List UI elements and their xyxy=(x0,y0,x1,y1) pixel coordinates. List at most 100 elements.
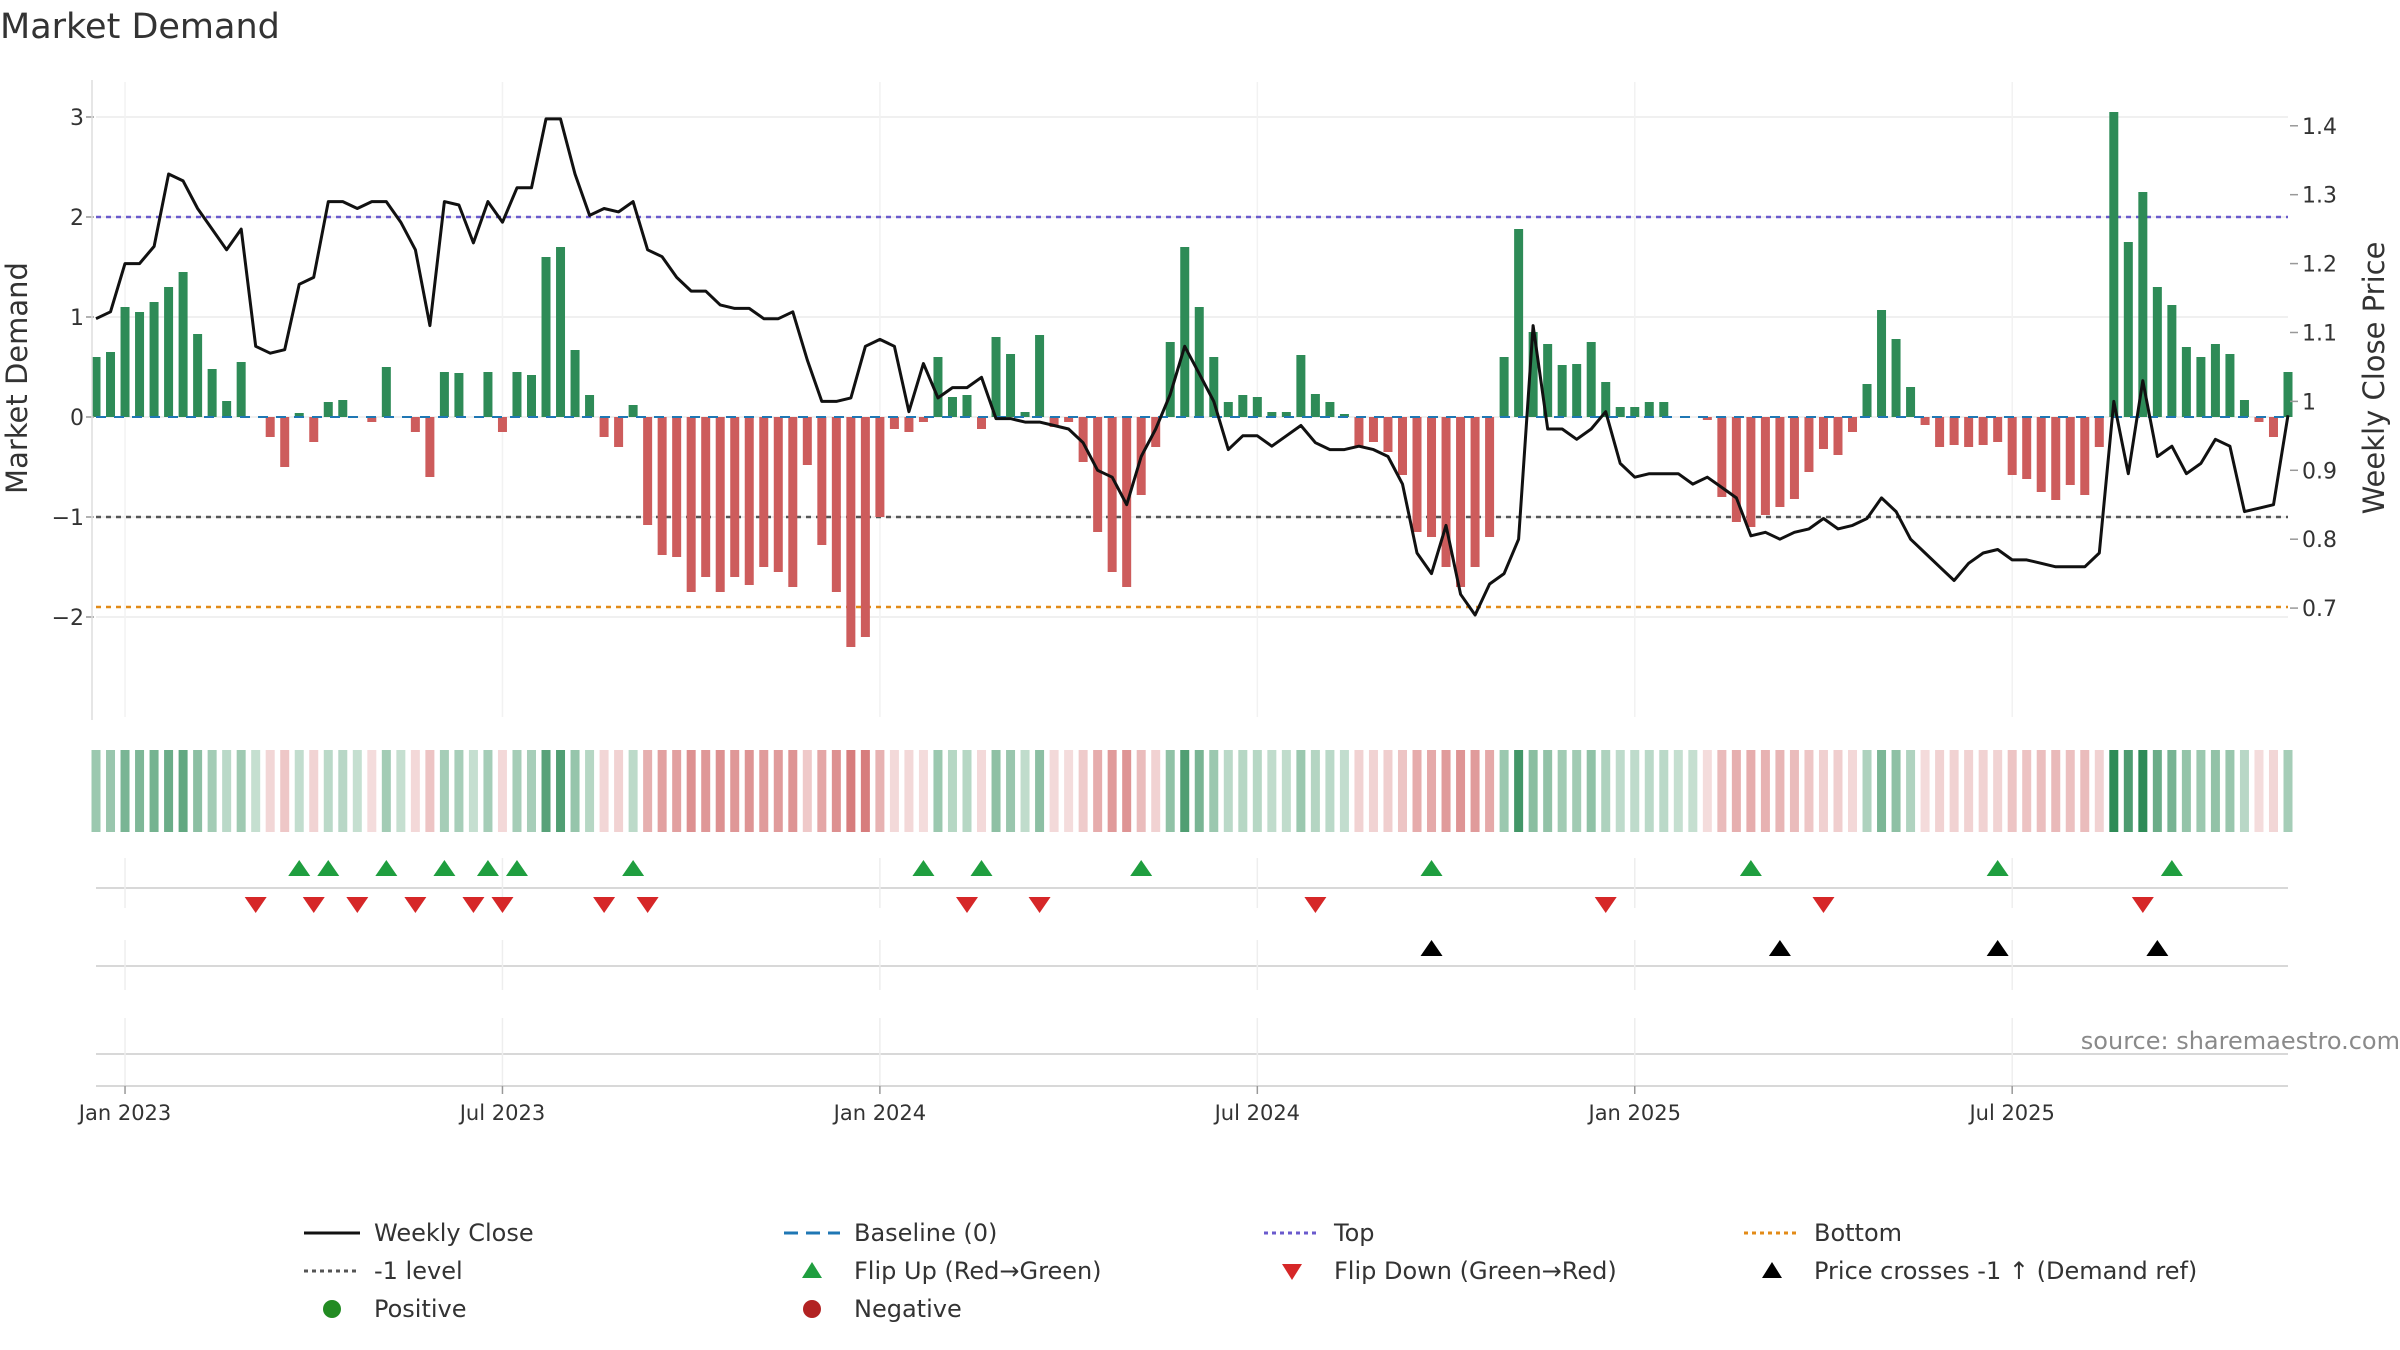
demand-bar xyxy=(164,287,174,417)
legend-symbol-dotted xyxy=(1264,1231,1320,1235)
heat-cell xyxy=(1949,750,1959,832)
heat-cell xyxy=(178,750,188,832)
x-tick-label: Jul 2023 xyxy=(458,1101,545,1125)
flip-down-marker xyxy=(1594,897,1617,913)
heat-cell xyxy=(1818,750,1828,832)
legend-item-weekly-close: Weekly Close xyxy=(300,1216,534,1250)
heat-cell xyxy=(686,750,696,832)
demand-bar xyxy=(599,417,609,437)
demand-bar xyxy=(367,417,377,422)
demand-bar xyxy=(1107,417,1117,572)
heat-cell xyxy=(396,750,406,832)
heat-cell xyxy=(1006,750,1016,832)
heat-cell xyxy=(1427,750,1437,832)
heat-cell xyxy=(1035,750,1045,832)
heat-cell xyxy=(1456,750,1466,832)
demand-bar xyxy=(2007,417,2017,475)
demand-bar xyxy=(1789,417,1799,499)
heat-cell xyxy=(1848,750,1858,832)
demand-bar xyxy=(2022,417,2032,479)
demand-bar xyxy=(817,417,827,545)
demand-bar xyxy=(1659,402,1669,417)
demand-bar xyxy=(2239,400,2249,417)
y2-tick-label: 0.7 xyxy=(2302,597,2337,622)
heat-cell xyxy=(1397,750,1407,832)
heat-cell xyxy=(788,750,798,832)
demand-bar xyxy=(1485,417,1495,537)
demand-bar xyxy=(1891,339,1901,417)
demand-bar xyxy=(860,417,870,637)
empty-lower-panel xyxy=(96,1018,2288,1086)
heat-cell xyxy=(1325,750,1335,832)
heat-cell xyxy=(541,750,551,832)
demand-bar xyxy=(381,367,391,417)
heat-cell xyxy=(1093,750,1103,832)
demand-bar xyxy=(1978,417,1988,445)
price-cross-marker xyxy=(1768,940,1791,956)
weekly-close-line xyxy=(95,117,2290,617)
demand-bar xyxy=(149,302,159,417)
heat-cell xyxy=(1615,750,1625,832)
demand-bar xyxy=(2196,357,2206,417)
demand-bar xyxy=(280,417,290,467)
heat-cell xyxy=(1078,750,1088,832)
demand-bar xyxy=(410,417,420,432)
y-tick-label: 0 xyxy=(70,406,84,431)
flip-down-marker xyxy=(1812,897,1835,913)
heat-cell xyxy=(1223,750,1233,832)
heat-cell xyxy=(1499,750,1509,832)
flip-down-marker xyxy=(1028,897,1051,913)
heat-cell xyxy=(1586,750,1596,832)
heat-cell xyxy=(468,750,478,832)
heat-cell xyxy=(802,750,812,832)
heat-cell xyxy=(773,750,783,832)
heat-cell xyxy=(1746,750,1756,832)
demand-bar xyxy=(1760,417,1770,515)
y2-tick-label: 1 xyxy=(2302,390,2316,415)
demand-bar xyxy=(1354,417,1364,447)
demand-bar xyxy=(1731,417,1741,522)
heat-cell xyxy=(1252,750,1262,832)
heat-cell xyxy=(991,750,1001,832)
heat-cell xyxy=(889,750,899,832)
heat-cell xyxy=(1136,750,1146,832)
heat-cell xyxy=(1978,750,1988,832)
flip-down-marker xyxy=(404,897,427,913)
demand-bar xyxy=(1833,417,1843,455)
flip-down-marker xyxy=(593,897,616,913)
demand-bar xyxy=(1339,414,1349,417)
heat-cell xyxy=(352,750,362,832)
demand-bar xyxy=(1804,417,1814,472)
legend-item-bottom: Bottom xyxy=(1740,1216,1902,1250)
demand-bar xyxy=(294,413,304,417)
demand-heat-strip xyxy=(91,750,2293,832)
y-axis-label: Market Demand xyxy=(0,262,34,494)
heat-cell xyxy=(1441,750,1451,832)
x-tick-label: Jul 2024 xyxy=(1213,1101,1300,1125)
heat-cell xyxy=(1049,750,1059,832)
heat-cell xyxy=(701,750,711,832)
heat-cell xyxy=(454,750,464,832)
heat-cell xyxy=(1165,750,1175,832)
legend-item-price-cross: Price crosses -1 ↑ (Demand ref) xyxy=(1740,1254,2197,1288)
heat-cell xyxy=(251,750,261,832)
demand-bar xyxy=(439,372,449,417)
heat-cell xyxy=(1296,750,1306,832)
heat-cell xyxy=(860,750,870,832)
heat-cell xyxy=(193,750,203,832)
heat-cell xyxy=(309,750,319,832)
heat-cell xyxy=(831,750,841,832)
heat-cell xyxy=(164,750,174,832)
heat-cell xyxy=(1151,750,1161,832)
demand-bar xyxy=(265,417,275,437)
heat-cell xyxy=(1354,750,1364,832)
legend-symbol-dashed xyxy=(784,1231,840,1235)
heat-cell xyxy=(2123,750,2133,832)
y-tick-label: 3 xyxy=(70,106,84,131)
heat-cell xyxy=(1789,750,1799,832)
heat-cell xyxy=(1107,750,1117,832)
demand-bar xyxy=(2254,417,2264,422)
demand-bar xyxy=(2138,192,2148,417)
demand-bar xyxy=(222,401,232,417)
heat-cell xyxy=(1528,750,1538,832)
